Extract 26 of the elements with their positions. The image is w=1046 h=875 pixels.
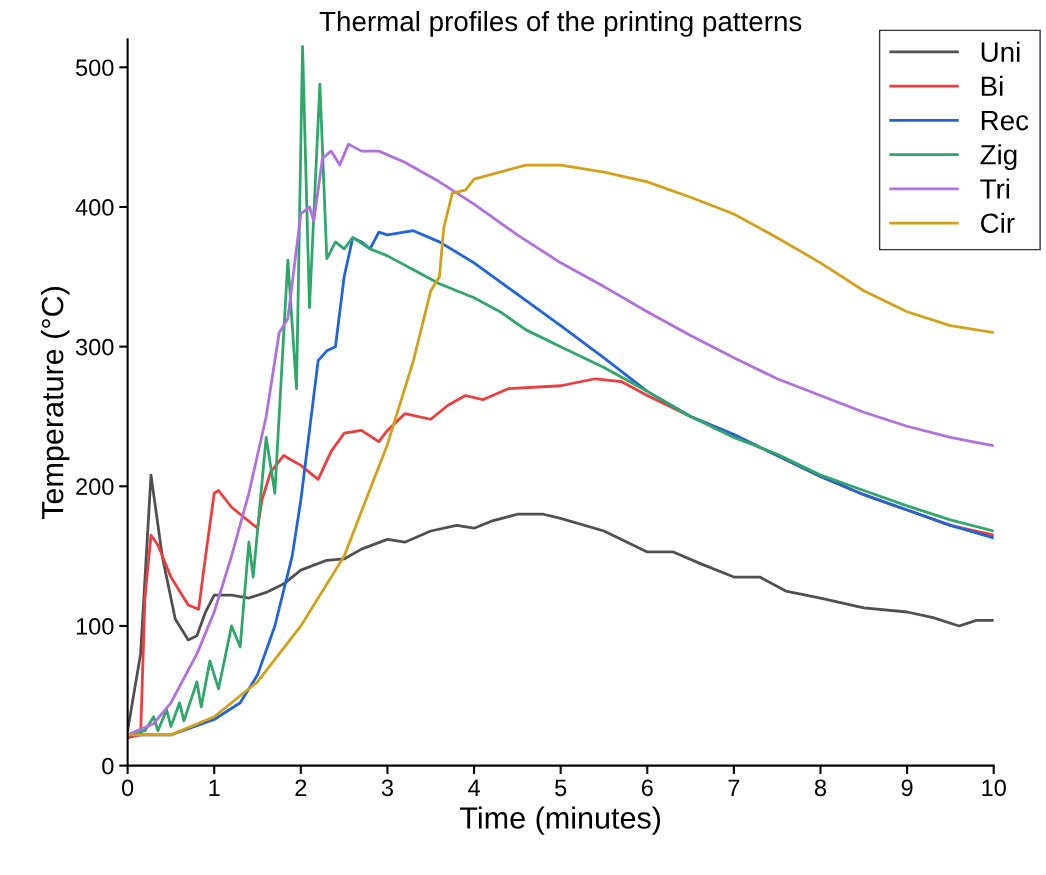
x-tick-label: 2 [295, 779, 307, 796]
legend-label: Uni [981, 41, 1020, 62]
legend-label: Bi [981, 75, 1003, 96]
y-tick-label: 400 [75, 199, 114, 216]
chart-title: Thermal profiles of the printing patterns [319, 10, 802, 37]
y-tick-label: 500 [75, 59, 114, 77]
x-tick-label: 5 [555, 779, 567, 797]
y-tick-label: 0 [102, 757, 114, 775]
y-tick-label: 200 [76, 478, 114, 496]
x-axis-title: Time (minutes) [460, 806, 661, 835]
x-tick-label: 9 [901, 779, 913, 797]
y-tick-label: 100 [76, 618, 114, 635]
y-tick-label: 300 [75, 338, 114, 356]
legend-label: Cir [981, 212, 1015, 234]
x-tick-label: 7 [728, 779, 740, 796]
x-tick-label: 8 [814, 779, 827, 797]
x-tick-label: 4 [468, 779, 480, 796]
legend-label: Rec [981, 110, 1029, 131]
legend-label: Zig [980, 144, 1017, 171]
x-tick-label: 0 [121, 779, 134, 797]
y-axis-title: Temperature (°C) [40, 287, 70, 520]
x-tick-label: 6 [641, 779, 653, 797]
x-tick-label: 3 [381, 779, 393, 797]
x-tick-label: 1 [209, 779, 220, 796]
legend-label: Tri [980, 178, 1010, 199]
x-tick-label: 10 [982, 779, 1006, 797]
